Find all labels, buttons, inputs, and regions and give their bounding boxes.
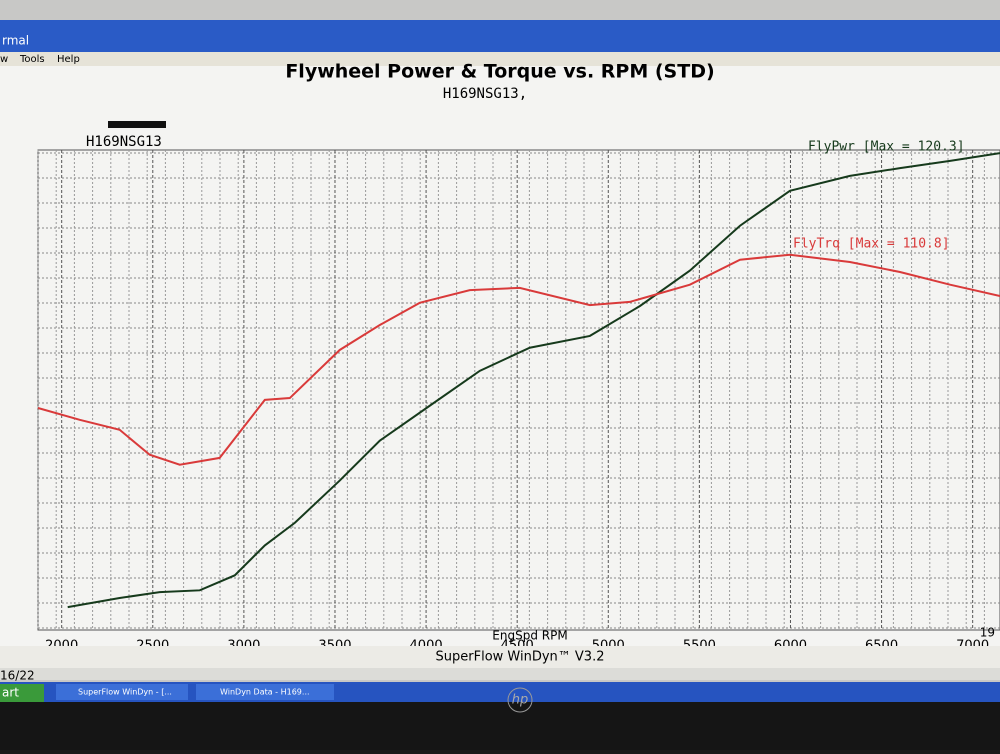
menu-item[interactable]: w (0, 54, 8, 65)
brand: hp (512, 693, 529, 708)
menu-bar (0, 52, 1000, 66)
footer: SuperFlow WinDyn™ V3.2 (436, 650, 605, 665)
legend-label: H169NSG13 (86, 134, 162, 150)
date-bar (0, 668, 1000, 680)
x-axis-label: EngSpd RPM (492, 629, 567, 643)
plot: 2000250030003500400045005000550060006500… (37, 140, 1000, 654)
task-label: SuperFlow WinDyn - [... (78, 688, 172, 697)
title-bar (0, 20, 1000, 52)
date: 16/22 (0, 669, 35, 683)
series-line (67, 152, 1000, 609)
legend-swatch (108, 121, 166, 128)
task-label: WinDyn Data - H169... (220, 688, 310, 697)
bezel (0, 702, 1000, 750)
series-line (37, 253, 1000, 466)
series-label: FlyTrq [Max = 110.8] (793, 237, 950, 252)
start-button[interactable] (0, 684, 44, 702)
status-bar (0, 646, 1000, 668)
corner-label: 19 (980, 626, 995, 640)
window-title: rmal (2, 34, 29, 48)
logo-ring (507, 687, 533, 713)
chart-area (0, 66, 1000, 668)
series-label: FlyPwr [Max = 120.3] (808, 140, 965, 155)
chart-subtitle: H169NSG13, (443, 86, 527, 102)
task-button[interactable] (196, 684, 334, 700)
chart-title: Flywheel Power & Torque vs. RPM (STD) (285, 61, 714, 83)
menu-item[interactable]: Help (57, 54, 80, 65)
task-button[interactable] (56, 684, 188, 700)
menu-item[interactable]: Tools (19, 54, 45, 65)
start-label: art (2, 686, 19, 700)
